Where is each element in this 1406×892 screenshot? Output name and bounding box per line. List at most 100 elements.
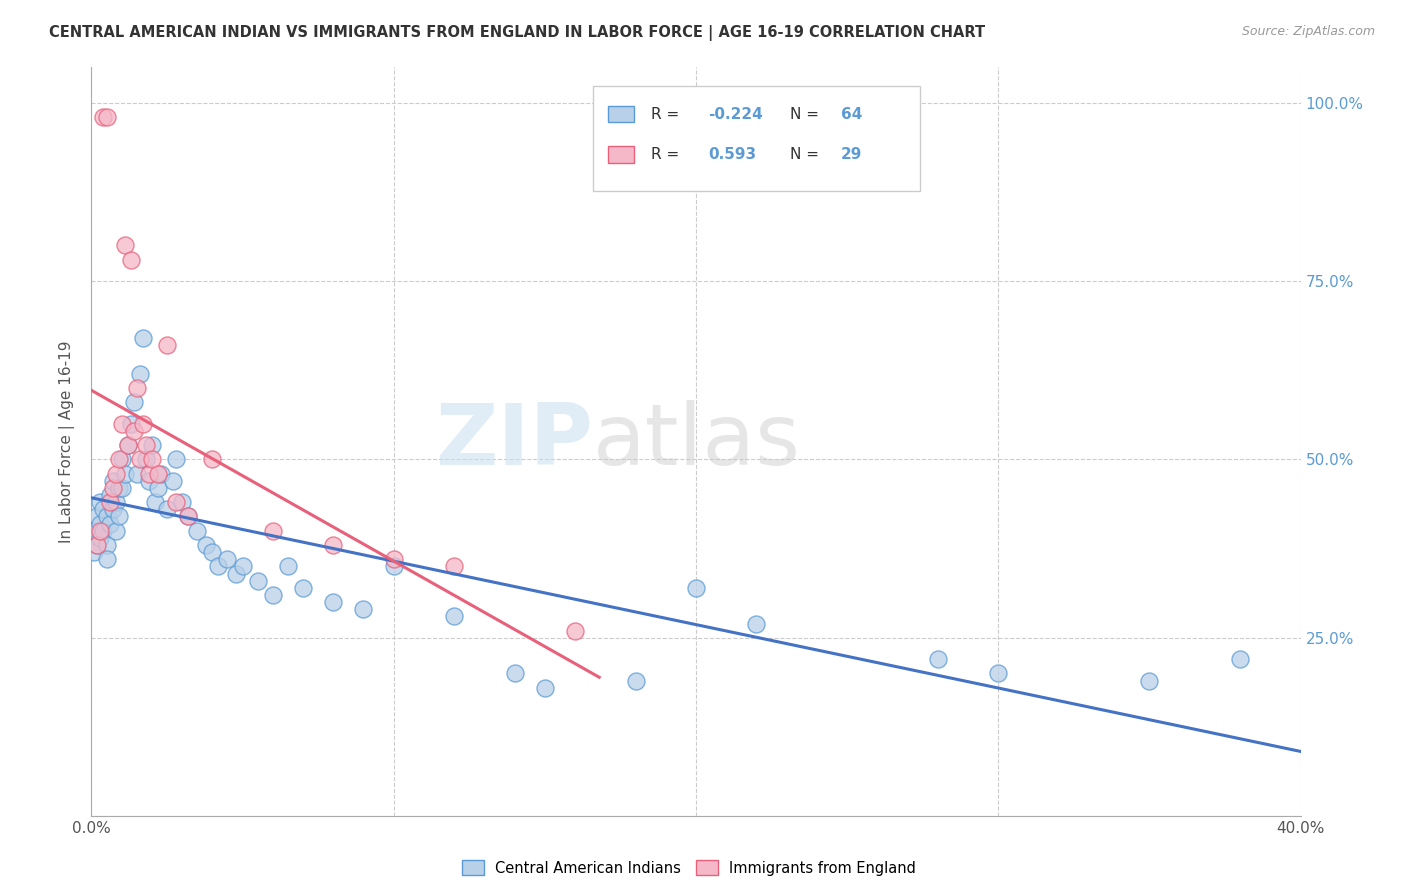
Point	[231, 559, 253, 574]
Point	[225, 566, 247, 581]
Point	[86, 538, 108, 552]
Point	[104, 467, 127, 481]
Point	[114, 238, 136, 252]
Point	[89, 524, 111, 538]
Point	[217, 552, 239, 566]
Point	[96, 538, 118, 552]
Point	[143, 495, 166, 509]
Point	[322, 538, 344, 552]
Point	[141, 452, 163, 467]
Legend: Central American Indians, Immigrants from England: Central American Indians, Immigrants fro…	[457, 856, 921, 880]
Point	[262, 524, 284, 538]
Point	[117, 438, 139, 452]
Point	[98, 495, 121, 509]
Text: 0.593: 0.593	[709, 147, 756, 162]
Point	[162, 474, 184, 488]
Point	[104, 495, 127, 509]
Point	[207, 559, 229, 574]
Point	[262, 588, 284, 602]
Point	[83, 545, 105, 559]
Point	[745, 616, 768, 631]
Point	[132, 417, 155, 431]
Point	[624, 673, 647, 688]
FancyBboxPatch shape	[607, 146, 634, 163]
Point	[89, 531, 111, 545]
Point	[89, 516, 111, 531]
Point	[107, 452, 129, 467]
Point	[246, 574, 269, 588]
Point	[89, 495, 111, 509]
Point	[107, 481, 129, 495]
Point	[533, 681, 555, 695]
Point	[98, 516, 121, 531]
Point	[120, 417, 142, 431]
Point	[111, 481, 132, 495]
Point	[117, 438, 139, 452]
Text: Source: ZipAtlas.com: Source: ZipAtlas.com	[1241, 25, 1375, 38]
Point	[165, 452, 187, 467]
Point	[927, 652, 949, 666]
Point	[111, 452, 132, 467]
Point	[172, 495, 194, 509]
Point	[201, 545, 224, 559]
Point	[96, 110, 118, 124]
FancyBboxPatch shape	[593, 86, 920, 191]
Point	[98, 488, 121, 502]
Text: -0.224: -0.224	[709, 107, 763, 121]
Point	[277, 559, 299, 574]
Point	[135, 452, 157, 467]
Point	[443, 559, 465, 574]
Point	[93, 524, 115, 538]
Point	[111, 417, 132, 431]
Point	[101, 474, 124, 488]
Point	[201, 452, 224, 467]
Point	[86, 538, 108, 552]
Point	[1139, 673, 1161, 688]
Point	[149, 467, 172, 481]
Point	[443, 609, 465, 624]
Point	[685, 581, 707, 595]
Point	[564, 624, 586, 638]
Text: N =: N =	[790, 107, 824, 121]
Point	[125, 381, 148, 395]
Text: atlas: atlas	[593, 400, 801, 483]
Text: 64: 64	[841, 107, 862, 121]
Point	[141, 438, 163, 452]
Point	[120, 252, 142, 267]
Text: R =: R =	[651, 147, 685, 162]
Point	[96, 509, 118, 524]
Point	[138, 474, 160, 488]
Text: CENTRAL AMERICAN INDIAN VS IMMIGRANTS FROM ENGLAND IN LABOR FORCE | AGE 16-19 CO: CENTRAL AMERICAN INDIAN VS IMMIGRANTS FR…	[49, 25, 986, 41]
Text: ZIP: ZIP	[436, 400, 593, 483]
Point	[122, 424, 145, 438]
Y-axis label: In Labor Force | Age 16-19: In Labor Force | Age 16-19	[59, 340, 76, 543]
FancyBboxPatch shape	[607, 106, 634, 122]
Point	[101, 502, 124, 516]
Point	[165, 495, 187, 509]
Point	[987, 666, 1010, 681]
Point	[128, 367, 150, 381]
Text: 29: 29	[841, 147, 862, 162]
Point	[125, 467, 148, 481]
Point	[186, 524, 208, 538]
Point	[292, 581, 315, 595]
Point	[382, 559, 405, 574]
Point	[128, 452, 150, 467]
Point	[146, 467, 169, 481]
Point	[114, 467, 136, 481]
Point	[135, 438, 157, 452]
Point	[177, 509, 200, 524]
Point	[503, 666, 526, 681]
Point	[146, 481, 169, 495]
Point	[93, 502, 115, 516]
Point	[107, 509, 129, 524]
Point	[83, 524, 105, 538]
Point	[101, 481, 124, 495]
Point	[322, 595, 344, 609]
Point	[86, 509, 108, 524]
Point	[382, 552, 405, 566]
Point	[138, 467, 160, 481]
Point	[122, 395, 145, 409]
Point	[93, 110, 115, 124]
Point	[352, 602, 374, 616]
